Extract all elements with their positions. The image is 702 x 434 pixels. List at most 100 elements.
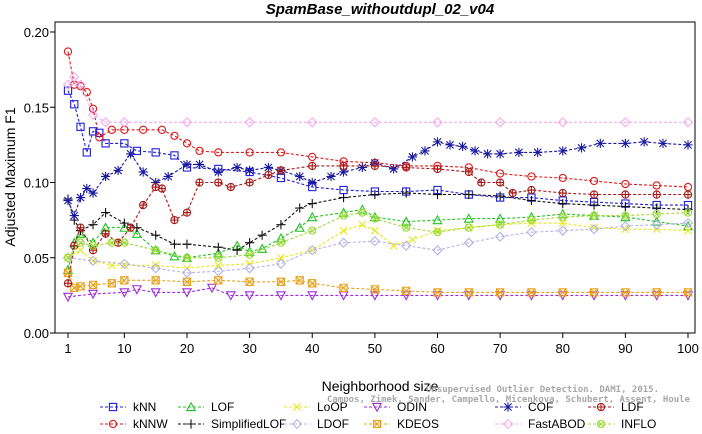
point-lof-13 [257,243,268,253]
point-inflo-5 [151,246,160,255]
series-cof [63,137,693,221]
point-kdeos-11 [295,276,304,285]
point-inflo-12 [358,208,367,217]
point-inflo-23 [683,208,693,217]
legend-label-ldf: LDF [621,400,644,414]
legend-marker-loop [293,403,301,411]
point-cof-22 [357,162,367,173]
point-simplifiedlof-15 [295,203,305,213]
point-ldf-19 [339,161,348,171]
point-kdeos-0 [63,268,73,277]
point-loop-24 [684,226,692,235]
point-inflo-22 [652,209,661,219]
point-cof-36 [576,143,587,153]
x-tick-label: 80 [556,341,570,356]
point-knn-0 [63,86,73,95]
legend-label-fastabod: FastABOD [528,417,586,431]
point-ldf-4 [101,229,110,238]
y-axis-label: Adjusted Maximum F1 [2,107,18,246]
point-cof-7 [126,149,136,159]
point-ldf-18 [308,161,317,171]
point-cof-16 [263,162,274,173]
point-cof-3 [82,183,92,194]
point-ldf-10 [170,215,179,225]
legend-label-knn: kNN [133,400,156,414]
point-lof-23 [495,213,506,223]
series-line-fastabod [67,76,688,123]
point-inflo-14 [402,223,411,232]
point-inflo-13 [370,214,380,223]
point-ldof-15 [526,226,537,238]
point-inflo-20 [589,211,599,220]
legend-label-kdeos: KDEOS [397,417,439,431]
series-line-loop [67,222,689,269]
point-ldof-13 [463,237,474,248]
point-lof-8 [169,250,180,261]
point-fastabod-0 [62,79,74,90]
point-ldf-16 [264,170,273,180]
point-simplifiedlof-8 [169,239,180,249]
x-axis: 1 10 20 30 40 50 60 70 80 90 100 [64,333,699,356]
point-ldof-20 [682,217,694,229]
point-knnw-22 [495,169,505,178]
series-line-ldof [67,222,689,274]
point-simplifiedlof-4 [100,208,111,218]
point-ldf-29 [589,190,599,199]
point-inflo-18 [527,215,536,225]
point-inflo-2 [88,241,98,250]
legend-label-cof: COF [528,400,553,414]
legend-item-fastabod: FastABOD [495,417,586,431]
point-cof-11 [182,159,192,170]
point-inflo-4 [120,238,129,247]
point-knnw-6 [107,125,116,134]
point-knnw-10 [170,131,179,140]
point-inflo-15 [433,228,442,237]
point-cof-30 [470,146,480,156]
point-inflo-10 [308,226,317,235]
point-lof-20 [401,216,412,226]
legend-label-ldof: LDOF [317,417,349,431]
point-loop-15 [408,235,417,244]
legend-marker-cof [503,402,513,412]
point-loop-1 [76,246,85,255]
y-tick-label: 0.00 [24,326,49,341]
point-kdeos-15 [402,286,411,296]
point-simplifiedlof-20 [432,189,443,200]
legend-item-simplifiedlof: SimplifiedLOF [178,417,286,431]
point-kdeos-6 [151,276,160,285]
point-fastabod-3 [87,109,99,120]
legend-marker-fastabod [502,418,514,430]
point-lof-28 [651,216,662,226]
point-knnw-15 [276,148,286,157]
point-inflo-1 [76,238,85,247]
point-ldf-24 [477,178,486,187]
point-knnw-26 [621,179,630,189]
legend-item-knn: kNN [100,400,156,414]
point-cof-20 [326,171,336,182]
series-line-inflo [67,212,689,259]
point-simplifiedlof-10 [213,242,223,252]
legend-item-lof: LOF [178,400,234,414]
legend-marker-inflo [596,419,606,429]
point-kdeos-22 [621,288,630,297]
series-line-knnw [67,51,689,188]
point-lof-16 [307,211,318,222]
point-knn-2 [76,122,85,131]
point-simplifiedlof-7 [151,230,161,240]
point-kdeos-2 [76,282,85,291]
point-fastabod-13 [620,117,631,128]
point-knn-5 [95,128,104,137]
x-tick-label: 60 [430,341,444,356]
point-cof-18 [295,171,305,182]
point-loop-12 [358,220,367,229]
point-odin-5 [181,288,193,298]
legend-label-lof: LOF [211,400,234,414]
point-simplifiedlof-25 [589,200,599,210]
point-ldf-15 [245,178,254,187]
series-line-odin [67,287,688,298]
point-ldf-6 [126,223,135,232]
point-fastabod-10 [432,117,443,128]
point-cof-39 [639,137,649,147]
legend-marker-kdeos [372,419,382,429]
point-kdeos-5 [120,276,129,285]
